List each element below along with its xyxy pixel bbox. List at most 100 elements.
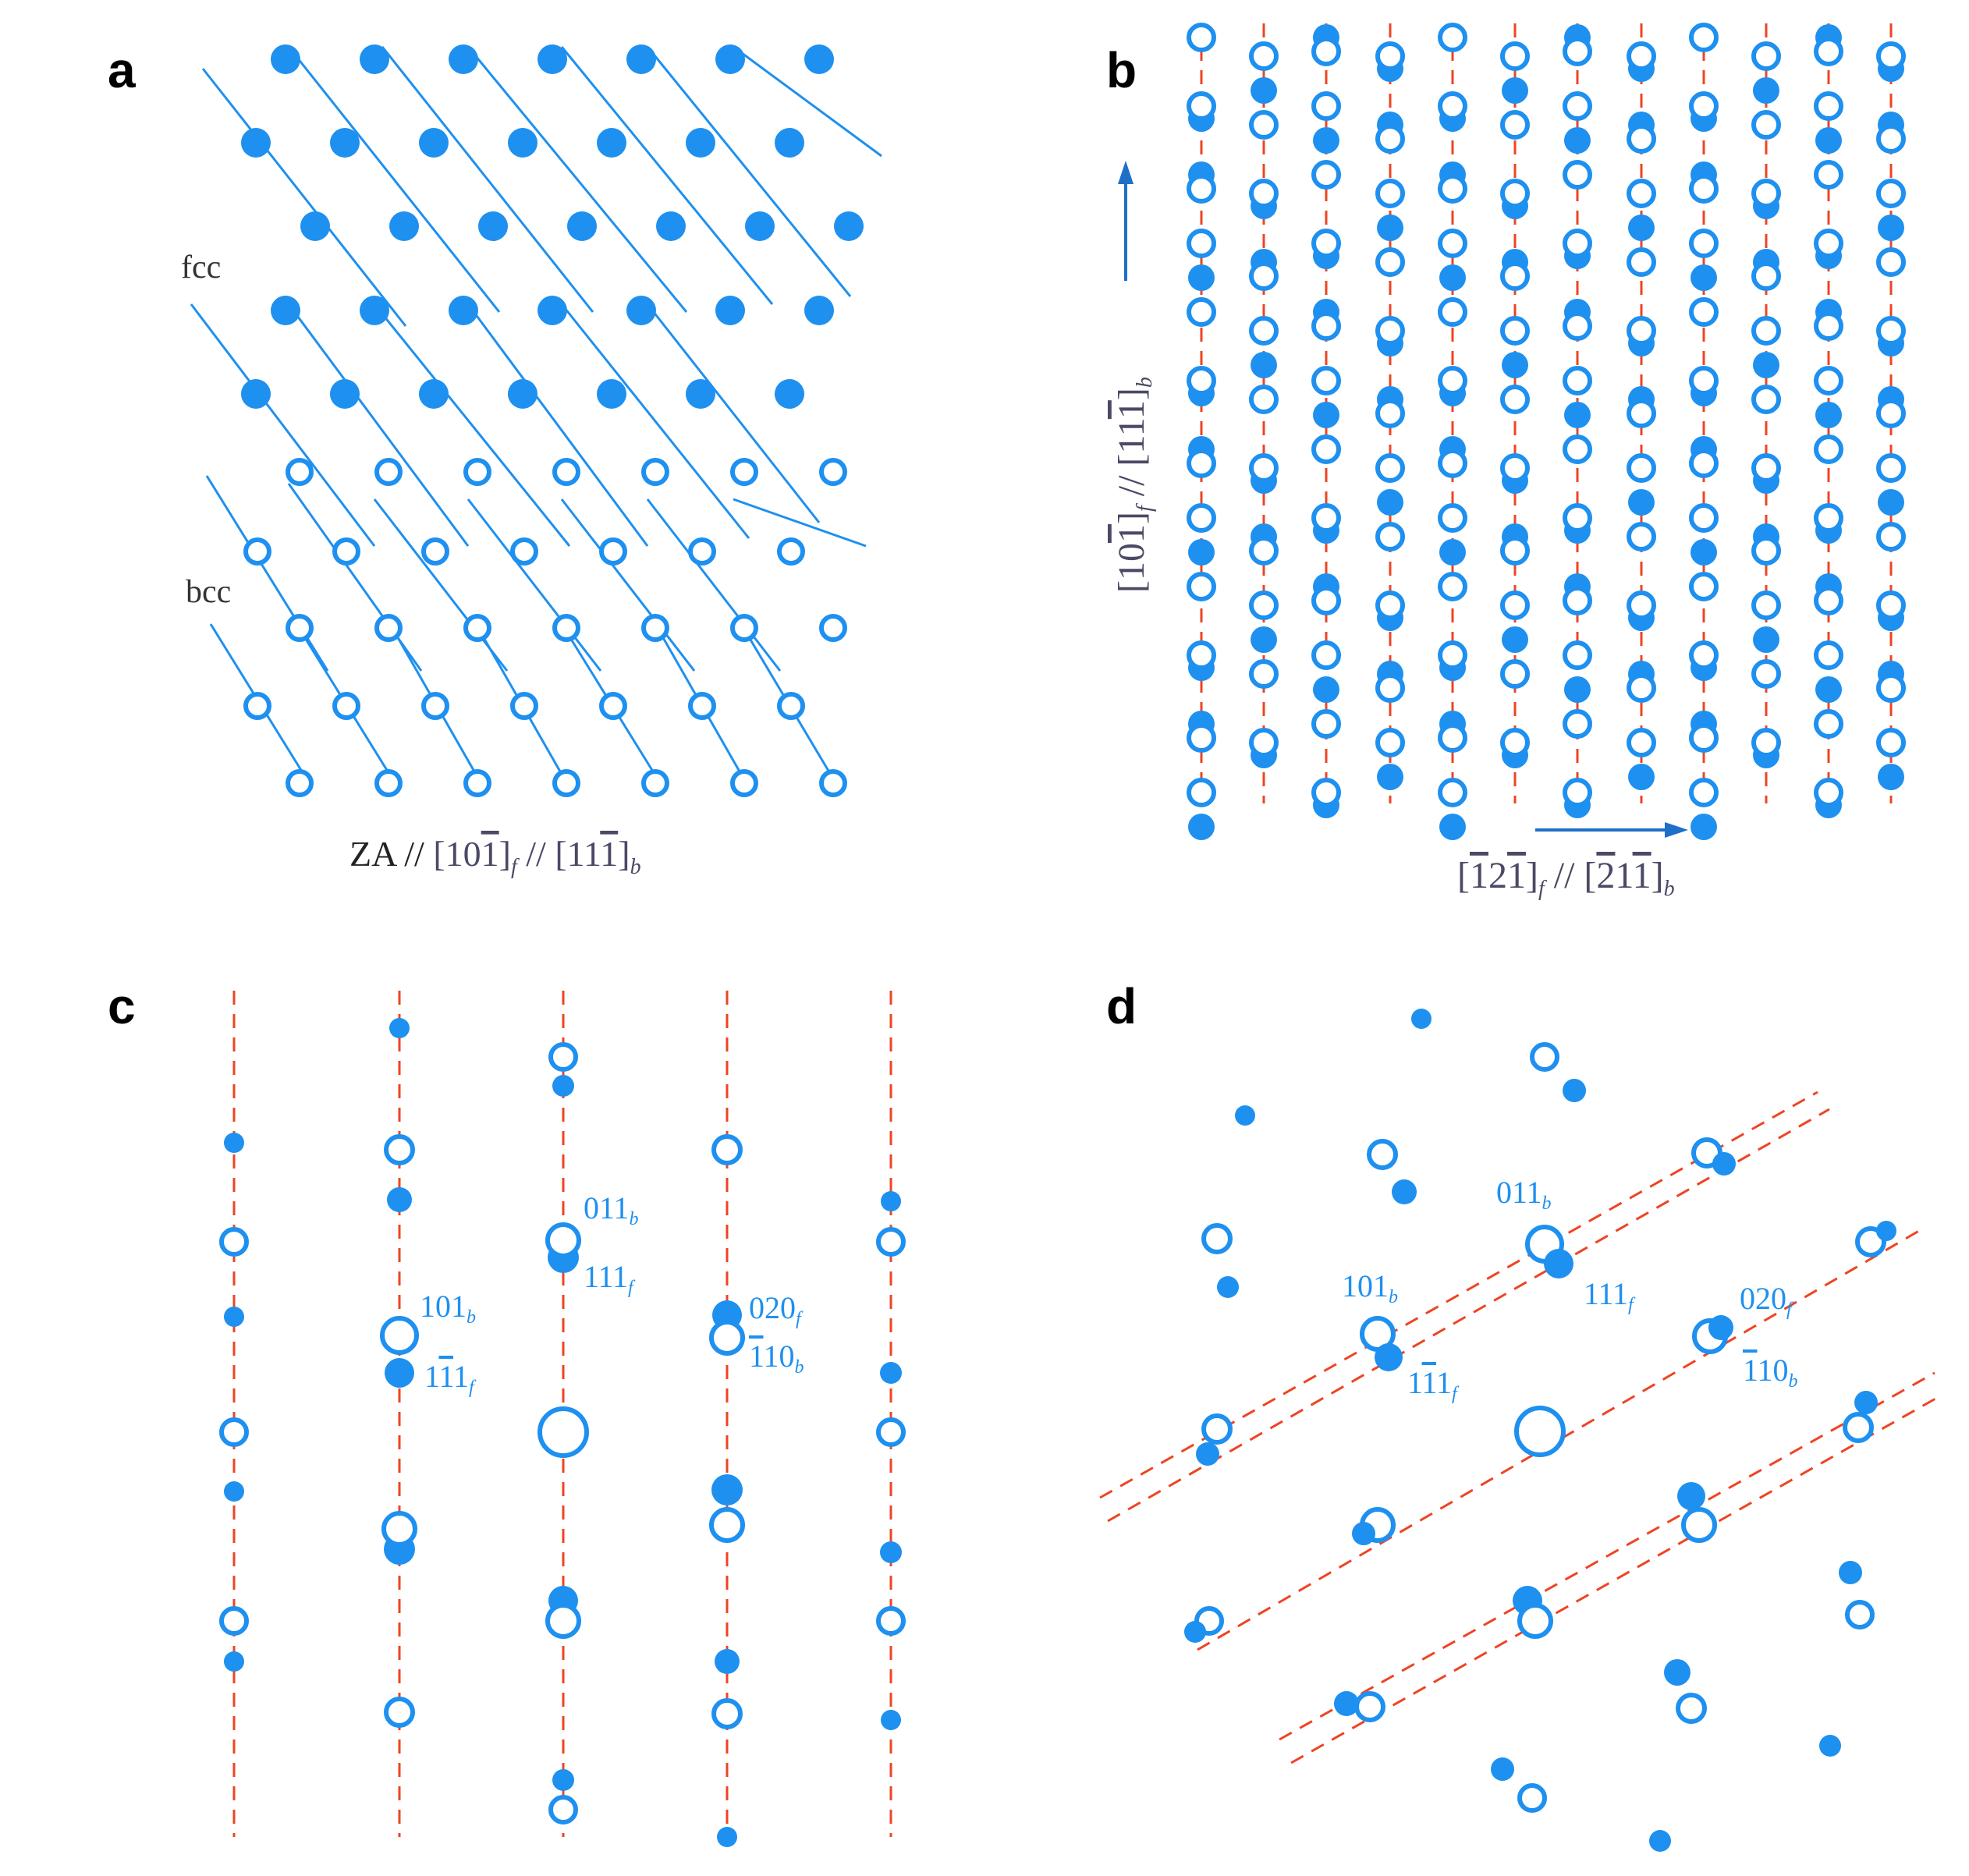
fcc-atom [1313, 402, 1339, 428]
bcc-atom [1814, 709, 1843, 739]
fcc-spot [1184, 1621, 1206, 1643]
fcc-atom [656, 211, 686, 241]
fcc-spot [711, 1474, 743, 1505]
bcc-atom [1500, 590, 1530, 620]
lattice-bond [205, 475, 329, 672]
fcc-spot [1649, 1830, 1671, 1852]
bcc-atom [1814, 434, 1843, 464]
fcc-spot [1334, 1691, 1359, 1716]
fcc-atom [330, 128, 360, 158]
bcc-atom [1187, 91, 1216, 121]
fcc-atom [1313, 676, 1339, 703]
fcc-atom [419, 379, 449, 409]
bcc-atom [1876, 124, 1906, 154]
bcc-atom [1689, 503, 1719, 533]
bcc-atom [688, 537, 716, 566]
bcc-spot [1681, 1507, 1717, 1543]
fcc-spot [1491, 1757, 1514, 1781]
fcc-spot [715, 1649, 740, 1674]
bcc-atom [1627, 453, 1656, 483]
bcc-atom [243, 692, 271, 720]
bcc-atom [552, 614, 580, 642]
fcc-spot [881, 1191, 901, 1211]
fcc-spot [1217, 1276, 1239, 1298]
bcc-atom [1814, 311, 1843, 341]
fcc-spot [389, 1018, 410, 1038]
fcc-spot [717, 1827, 737, 1847]
lattice-bond [467, 498, 602, 672]
bcc-atom [1438, 723, 1467, 753]
fcc-spot [387, 1187, 412, 1212]
bcc-atom [1438, 503, 1467, 533]
fcc-spot [1196, 1442, 1219, 1466]
bcc-atom [1751, 179, 1781, 208]
label-011b: 011b [584, 1190, 639, 1229]
bcc-atom [1751, 728, 1781, 757]
bcc-atom [1814, 640, 1843, 670]
bcc-atom [552, 769, 580, 797]
fcc-atom [686, 128, 715, 158]
panel-b-lattice [1187, 23, 1906, 840]
bcc-atom [688, 692, 716, 720]
bcc-atom [1876, 179, 1906, 208]
bcc-atom [1689, 229, 1719, 258]
bcc-atom [1375, 247, 1405, 277]
lattice-bond [201, 68, 407, 327]
bcc-atom [1814, 160, 1843, 190]
bcc-atom [1187, 229, 1216, 258]
fcc-spot [1375, 1343, 1403, 1371]
bcc-atom [1627, 522, 1656, 551]
bcc-atom [1311, 229, 1341, 258]
bcc-spot [711, 1698, 743, 1729]
bcc-atom [1187, 503, 1216, 533]
bcc-atom [1187, 449, 1216, 478]
label-111f: 111f [584, 1259, 636, 1298]
bcc-atom [1187, 297, 1216, 327]
horizontal-direction-arrow [1535, 822, 1688, 838]
bcc-atom [552, 458, 580, 486]
bcc-atom [1627, 590, 1656, 620]
bcc-atom [1187, 23, 1216, 52]
fcc-atom [1313, 127, 1339, 154]
panel-d-labels: 011b 111f 101b 111f 020f 110b [1342, 1175, 1798, 1404]
fcc-spot [1876, 1221, 1896, 1241]
bcc-atom [1375, 316, 1405, 346]
fcc-atom [508, 379, 537, 409]
bcc-spot [1845, 1600, 1875, 1630]
bcc-spot [545, 1603, 581, 1639]
fcc-atom [1691, 814, 1717, 840]
fcc-spot [1235, 1105, 1255, 1126]
bcc-atom [286, 614, 314, 642]
panel-letter-d: d [1106, 978, 1137, 1034]
bcc-atom [1438, 572, 1467, 601]
bcc-atom [1627, 179, 1656, 208]
fcc-spot [880, 1362, 902, 1384]
panel-letter-b: b [1106, 42, 1137, 98]
bcc-atom [1751, 659, 1781, 689]
lattice-bond [560, 498, 696, 672]
bcc-atom [1311, 503, 1341, 533]
bcc-atom [1627, 316, 1656, 346]
lattice-bond [560, 46, 774, 305]
bcc-atom [1438, 640, 1467, 670]
fcc-atom [1628, 215, 1655, 241]
bcc-atom [1500, 385, 1530, 414]
bcc-atom [819, 458, 847, 486]
vertical-axis-label: [101]f // [111]b [1111, 377, 1157, 593]
panel-d-diffraction-pattern [1099, 1009, 1943, 1852]
vertical-direction-arrow [1118, 161, 1134, 281]
fcc-atom [1878, 215, 1904, 241]
fcc-atom [508, 128, 537, 158]
lattice-bond [287, 303, 470, 547]
label-d-101b: 101b [1342, 1268, 1398, 1307]
bcc-atom [641, 769, 669, 797]
bcc-atom [1311, 709, 1341, 739]
bcc-atom [1751, 316, 1781, 346]
fcc-spot [1392, 1179, 1417, 1204]
fcc-atom [1753, 77, 1779, 104]
fcc-atom [1878, 489, 1904, 516]
fcc-atom [271, 296, 300, 325]
bcc-spot [711, 1134, 743, 1165]
fcc-atom [1377, 215, 1403, 241]
